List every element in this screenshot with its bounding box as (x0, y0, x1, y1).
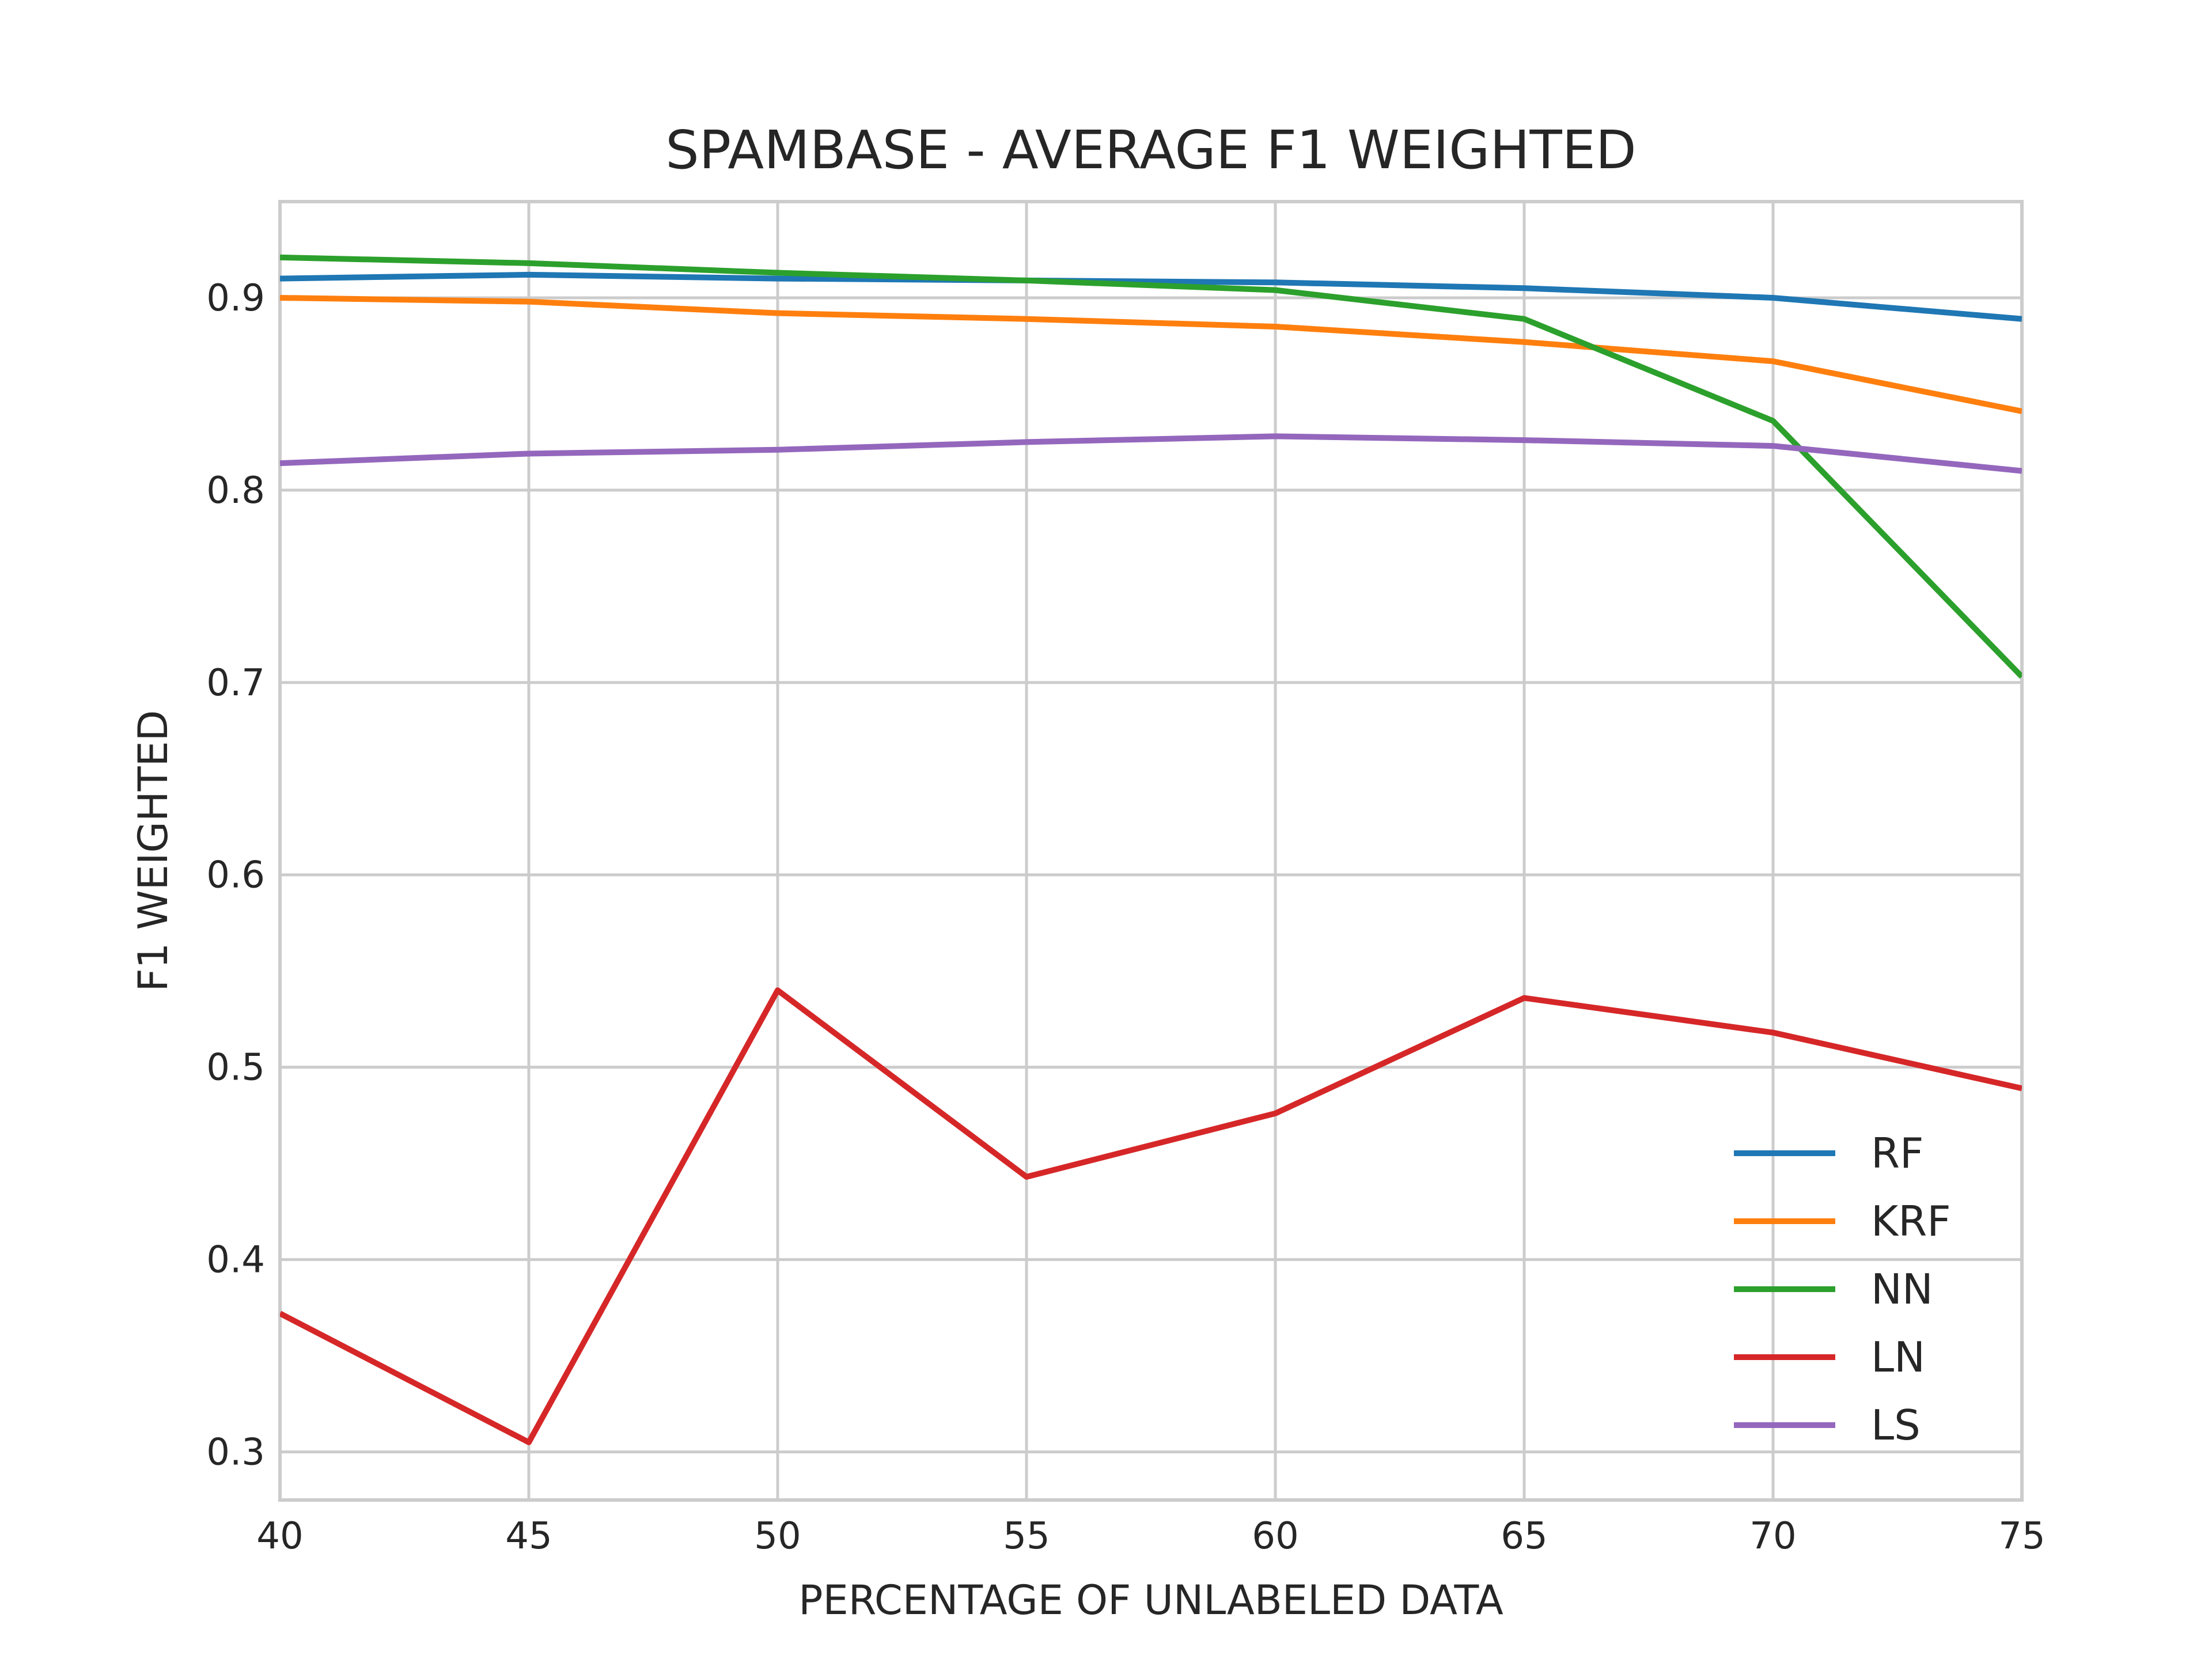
x-tick-label: 65 (1501, 1515, 1547, 1558)
x-tick-label: 40 (256, 1515, 303, 1558)
series-line-ls (280, 433, 2022, 474)
y-tick-label: 0.6 (206, 854, 265, 897)
x-axis-title: PERCENTAGE OF UNLABELED DATA (798, 1577, 1503, 1624)
legend-label-rf: RF (1871, 1129, 1923, 1177)
x-tick-label: 50 (754, 1515, 801, 1558)
x-tick-label: 60 (1252, 1515, 1298, 1558)
x-tick-label: 70 (1749, 1515, 1796, 1558)
legend: RF KRF NN LN LS (1734, 1129, 1951, 1449)
legend-label-krf: KRF (1871, 1197, 1951, 1245)
y-tick-label: 0.7 (206, 662, 265, 704)
y-tick-labels: 0.3 0.4 0.5 0.6 0.7 0.8 0.9 (206, 277, 265, 1474)
series-line-ln (280, 987, 2022, 1445)
legend-label-nn: NN (1871, 1265, 1933, 1313)
y-tick-label: 0.8 (206, 469, 265, 512)
series-line-rf (280, 271, 2022, 322)
plot-frame (278, 200, 2024, 1502)
y-tick-label: 0.9 (206, 277, 265, 320)
x-tick-labels: 40 45 50 55 60 65 70 75 (256, 1515, 2045, 1558)
y-tick-label: 0.3 (206, 1431, 265, 1474)
y-tick-label: 0.5 (206, 1047, 265, 1089)
chart-title: SPAMBASE - AVERAGE F1 WEIGHTED (665, 119, 1636, 181)
grid (278, 202, 2024, 1500)
series-line-krf (280, 294, 2022, 414)
series-lines (280, 254, 2022, 1445)
legend-label-ls: LS (1871, 1401, 1921, 1449)
y-axis-title: F1 WEIGHTED (130, 710, 177, 992)
series-line-nn (280, 254, 2022, 679)
x-tick-label: 45 (505, 1515, 552, 1558)
y-tick-label: 0.4 (206, 1239, 265, 1282)
x-tick-label: 55 (1003, 1515, 1050, 1558)
x-tick-label: 75 (1998, 1515, 2045, 1558)
legend-label-ln: LN (1871, 1333, 1925, 1381)
